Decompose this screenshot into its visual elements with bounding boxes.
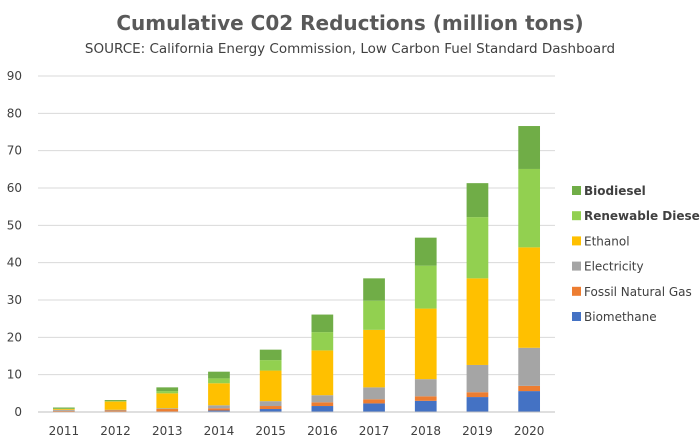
bar-segment-electricity <box>518 347 541 386</box>
bar-segment-fossil-natural-gas <box>414 396 437 401</box>
bar-segment-fossil-natural-gas <box>311 402 334 407</box>
bar-segment-biomethane <box>259 409 282 412</box>
bar-segment-electricity <box>414 379 437 397</box>
bar-segment-ethanol <box>518 247 541 348</box>
bar-segment-fossil-natural-gas <box>52 410 75 412</box>
bar-segment-fossil-natural-gas <box>259 406 282 410</box>
legend-swatch <box>572 312 581 321</box>
bar-segment-electricity <box>52 409 75 411</box>
bars <box>52 126 541 412</box>
y-tick-label: 70 <box>7 144 22 158</box>
bar-segment-renewable-diesel <box>518 168 541 248</box>
bar-segment-biomethane <box>311 406 334 412</box>
bar-segment-renewable-diesel <box>466 217 489 279</box>
legend-swatch <box>572 186 581 195</box>
bar-segment-biodiesel <box>363 278 385 301</box>
legend-label: Fossil Natural Gas <box>584 285 692 299</box>
bar-segment-electricity <box>208 405 230 409</box>
y-tick-label: 10 <box>7 368 22 382</box>
bar-segment-electricity <box>156 408 179 410</box>
bar-segment-ethanol <box>156 393 179 409</box>
y-tick-label: 90 <box>7 69 22 83</box>
bar-segment-ethanol <box>363 329 385 388</box>
bar-segment-fossil-natural-gas <box>466 392 489 398</box>
bar-segment-ethanol <box>311 350 334 396</box>
chart-subtitle: SOURCE: California Energy Commission, Lo… <box>85 41 615 57</box>
y-tick-label: 0 <box>14 405 22 419</box>
bar-segment-electricity <box>363 387 385 400</box>
bar-segment-renewable-diesel <box>259 360 282 371</box>
x-tick-label: 2019 <box>462 424 493 438</box>
bar-segment-fossil-natural-gas <box>156 409 179 412</box>
bar-segment-biomethane <box>208 410 230 412</box>
bar-segment-biodiesel <box>466 183 489 218</box>
x-tick-label: 2018 <box>410 424 441 438</box>
bar-segment-ethanol <box>208 383 230 406</box>
bar-segment-renewable-diesel <box>363 300 385 330</box>
bar-segment-fossil-natural-gas <box>363 399 385 404</box>
legend-label: Biodiesel <box>584 184 646 198</box>
bar-segment-biodiesel <box>156 387 179 392</box>
bar-segment-electricity <box>104 409 127 411</box>
bar-segment-biomethane <box>518 391 541 412</box>
bar-segment-biodiesel <box>208 371 230 379</box>
legend-label: Ethanol <box>584 234 630 248</box>
legend-swatch <box>572 261 581 271</box>
bar-segment-biodiesel <box>259 349 282 361</box>
x-tick-label: 2016 <box>307 424 338 438</box>
bar-segment-fossil-natural-gas <box>104 410 127 412</box>
bar-segment-biomethane <box>466 397 489 412</box>
legend-label: Renewable Diesel <box>584 209 700 223</box>
y-tick-label: 20 <box>7 330 22 344</box>
bar-segment-fossil-natural-gas <box>208 408 230 411</box>
axes: 0 10 20 30 40 50 60 70 80 90 2011 2012 2013 2014 2015 2… <box>7 69 555 438</box>
y-tick-label: 40 <box>7 256 22 270</box>
bar-segment-ethanol <box>466 278 489 365</box>
bar-segment-biodiesel <box>52 407 75 409</box>
legend-swatch <box>572 236 581 246</box>
bar-segment-biodiesel <box>104 400 127 402</box>
bar-segment-biodiesel <box>311 314 334 333</box>
y-tick-label: 80 <box>7 106 22 120</box>
gridlines <box>38 75 555 376</box>
bar-segment-ethanol <box>259 370 282 402</box>
bar-segment-renewable-diesel <box>414 265 437 309</box>
bar-segment-biodiesel <box>518 126 541 169</box>
bar-segment-renewable-diesel <box>156 391 179 394</box>
bar-segment-fossil-natural-gas <box>518 385 541 392</box>
x-tick-label: 2012 <box>100 424 131 438</box>
bar-segment-biomethane <box>363 403 385 412</box>
legend-swatch <box>572 286 581 296</box>
bar-segment-renewable-diesel <box>208 378 230 384</box>
y-tick-label: 50 <box>7 218 22 232</box>
legend: Biodiesel Renewable Diesel Ethanol Electric… <box>572 184 700 324</box>
bar-segment-renewable-diesel <box>311 332 334 351</box>
bar-segment-biomethane <box>414 400 437 412</box>
x-tick-label: 2014 <box>204 424 235 438</box>
bar-segment-biodiesel <box>414 237 437 266</box>
bar-segment-ethanol <box>414 308 437 380</box>
bar-segment-electricity <box>466 364 489 393</box>
bar-segment-electricity <box>311 395 334 403</box>
legend-label: Electricity <box>584 260 644 274</box>
x-tick-label: 2011 <box>49 424 80 438</box>
bar-segment-electricity <box>259 401 282 407</box>
bar-segment-ethanol <box>52 409 75 410</box>
x-tick-label: 2020 <box>514 424 545 438</box>
x-tick-label: 2013 <box>152 424 183 438</box>
legend-swatch <box>572 211 581 221</box>
y-tick-label: 60 <box>7 181 22 195</box>
y-tick-label: 30 <box>7 293 22 307</box>
bar-segment-ethanol <box>104 401 127 410</box>
x-tick-label: 2017 <box>359 424 390 438</box>
legend-label: Biomethane <box>584 310 657 324</box>
x-tick-label: 2015 <box>255 424 286 438</box>
chart-title: Cumulative C02 Reductions (million tons) <box>116 11 583 35</box>
